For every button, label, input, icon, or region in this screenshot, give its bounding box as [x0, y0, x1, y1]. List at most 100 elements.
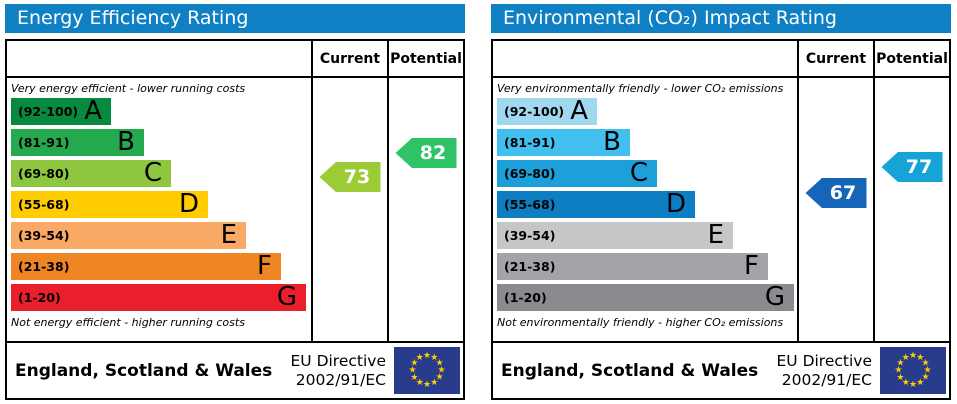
potential-column-header: Potential — [873, 41, 949, 76]
energy-efficiency-panel: Energy Efficiency Rating Current Potenti… — [5, 4, 465, 400]
rating-band-d: (55-68) D — [11, 191, 208, 218]
current-rating-value: 67 — [829, 182, 857, 204]
rating-band-row: (69-80) C — [11, 160, 311, 187]
eu-flag-star: ★ — [916, 378, 924, 388]
rating-band-c: (69-80) C — [11, 160, 171, 187]
rating-band-g: (1-20) G — [11, 284, 306, 311]
rating-band-b: (81-91) B — [497, 129, 630, 156]
header-spacer-cell — [7, 41, 311, 76]
rating-band-a: (92-100) A — [497, 98, 597, 125]
eu-flag-star: ★ — [916, 353, 924, 363]
current-value-column: 73 — [311, 78, 387, 341]
rating-band-c: (69-80) C — [497, 160, 657, 187]
band-letter: G — [764, 282, 785, 312]
eu-flag-star: ★ — [430, 378, 438, 388]
band-range-label: (55-68) — [18, 197, 70, 212]
current-value-column: 67 — [797, 78, 873, 341]
rating-table: Current Potential Very environmentally f… — [491, 39, 951, 400]
eu-flag-icon: ★ ★ ★ ★ ★ ★ ★ ★ ★ ★ ★ ★ — [880, 347, 946, 394]
eu-flag-star: ★ — [410, 358, 418, 368]
eu-flag-star: ★ — [430, 353, 438, 363]
current-column-header: Current — [311, 41, 387, 76]
band-range-label: (1-20) — [18, 290, 61, 305]
rating-band-row: (55-68) D — [497, 191, 797, 218]
rating-band-f: (21-38) F — [11, 253, 281, 280]
rating-band-row: (92-100) A — [11, 98, 311, 125]
table-footer-row: England, Scotland & Wales EU Directive 2… — [7, 343, 463, 398]
eu-flag-star: ★ — [894, 366, 902, 376]
band-letter: B — [603, 127, 621, 157]
eu-flag-star: ★ — [922, 358, 930, 368]
top-note: Very environmentally friendly - lower CO… — [497, 81, 784, 95]
region-label: England, Scotland & Wales — [501, 360, 759, 381]
eu-flag-star: ★ — [896, 358, 904, 368]
eu-directive-line2: 2002/91/EC — [295, 370, 386, 389]
eu-flag-star: ★ — [423, 380, 431, 390]
rating-band-row: (81-91) B — [11, 129, 311, 156]
rating-table: Current Potential Very energy efficient … — [5, 39, 465, 400]
rating-band-row: (55-68) D — [11, 191, 311, 218]
band-letter: C — [629, 158, 648, 188]
eu-flag-star: ★ — [909, 351, 917, 361]
band-range-label: (69-80) — [504, 166, 556, 181]
eu-flag-star: ★ — [436, 358, 444, 368]
rating-band-row: (1-20) G — [11, 284, 311, 311]
rating-band-row: (39-54) E — [11, 222, 311, 249]
eu-directive-line2: 2002/91/EC — [781, 370, 872, 389]
potential-rating-arrow: 77 — [881, 152, 943, 182]
eu-flag-star: ★ — [408, 366, 416, 376]
potential-rating-arrow: 82 — [395, 138, 457, 168]
rating-band-e: (39-54) E — [11, 222, 246, 249]
band-letter: E — [220, 220, 237, 250]
rating-band-row: (1-20) G — [497, 284, 797, 311]
eu-flag-star: ★ — [923, 366, 931, 376]
rating-band-a: (92-100) A — [11, 98, 111, 125]
potential-value-column: 77 — [873, 78, 949, 341]
band-letter: F — [744, 251, 759, 281]
band-letter: A — [84, 96, 102, 126]
eu-directive-line1: EU Directive — [776, 352, 873, 371]
eu-flag-star: ★ — [416, 378, 424, 388]
current-rating-arrow: 67 — [805, 178, 867, 208]
table-header-row: Current Potential — [493, 41, 949, 78]
eu-flag-icon: ★ ★ ★ ★ ★ ★ ★ ★ ★ ★ ★ ★ — [394, 347, 460, 394]
current-rating-arrow: 73 — [319, 162, 381, 192]
band-range-label: (81-91) — [504, 135, 556, 150]
band-range-label: (21-38) — [504, 259, 556, 274]
potential-rating-value: 77 — [905, 156, 933, 178]
rating-scale-cell: Very energy efficient - lower running co… — [7, 78, 311, 341]
band-letter: D — [178, 189, 199, 219]
rating-band-row: (21-38) F — [11, 253, 311, 280]
band-range-label: (92-100) — [504, 104, 565, 119]
band-range-label: (81-91) — [18, 135, 70, 150]
eu-flag-star: ★ — [909, 380, 917, 390]
eu-directive-line1: EU Directive — [290, 352, 387, 371]
eu-flag-star: ★ — [416, 353, 424, 363]
eu-flag-star: ★ — [896, 373, 904, 383]
eu-flag-star: ★ — [902, 353, 910, 363]
rating-chart-area: Very energy efficient - lower running co… — [7, 78, 463, 343]
eu-flag-star: ★ — [922, 373, 930, 383]
rating-band-row: (21-38) F — [497, 253, 797, 280]
panel-title: Environmental (CO₂) Impact Rating — [491, 4, 951, 33]
rating-band-row: (81-91) B — [497, 129, 797, 156]
rating-chart-area: Very environmentally friendly - lower CO… — [493, 78, 949, 343]
potential-rating-value: 82 — [419, 142, 447, 164]
rating-band-b: (81-91) B — [11, 129, 144, 156]
region-label: England, Scotland & Wales — [15, 360, 273, 381]
rating-band-row: (92-100) A — [497, 98, 797, 125]
eu-flag-star: ★ — [437, 366, 445, 376]
rating-band-row: (39-54) E — [497, 222, 797, 249]
eu-flag-star: ★ — [902, 378, 910, 388]
band-range-label: (92-100) — [18, 104, 79, 119]
table-footer-row: England, Scotland & Wales EU Directive 2… — [493, 343, 949, 398]
eu-directive-label: EU Directive 2002/91/EC — [777, 352, 881, 389]
rating-scale-cell: Very environmentally friendly - lower CO… — [493, 78, 797, 341]
current-column-header: Current — [797, 41, 873, 76]
bottom-note: Not environmentally friendly - higher CO… — [497, 315, 784, 329]
band-range-label: (21-38) — [18, 259, 70, 274]
table-header-row: Current Potential — [7, 41, 463, 78]
band-letter: G — [276, 282, 297, 312]
band-range-label: (39-54) — [504, 228, 556, 243]
